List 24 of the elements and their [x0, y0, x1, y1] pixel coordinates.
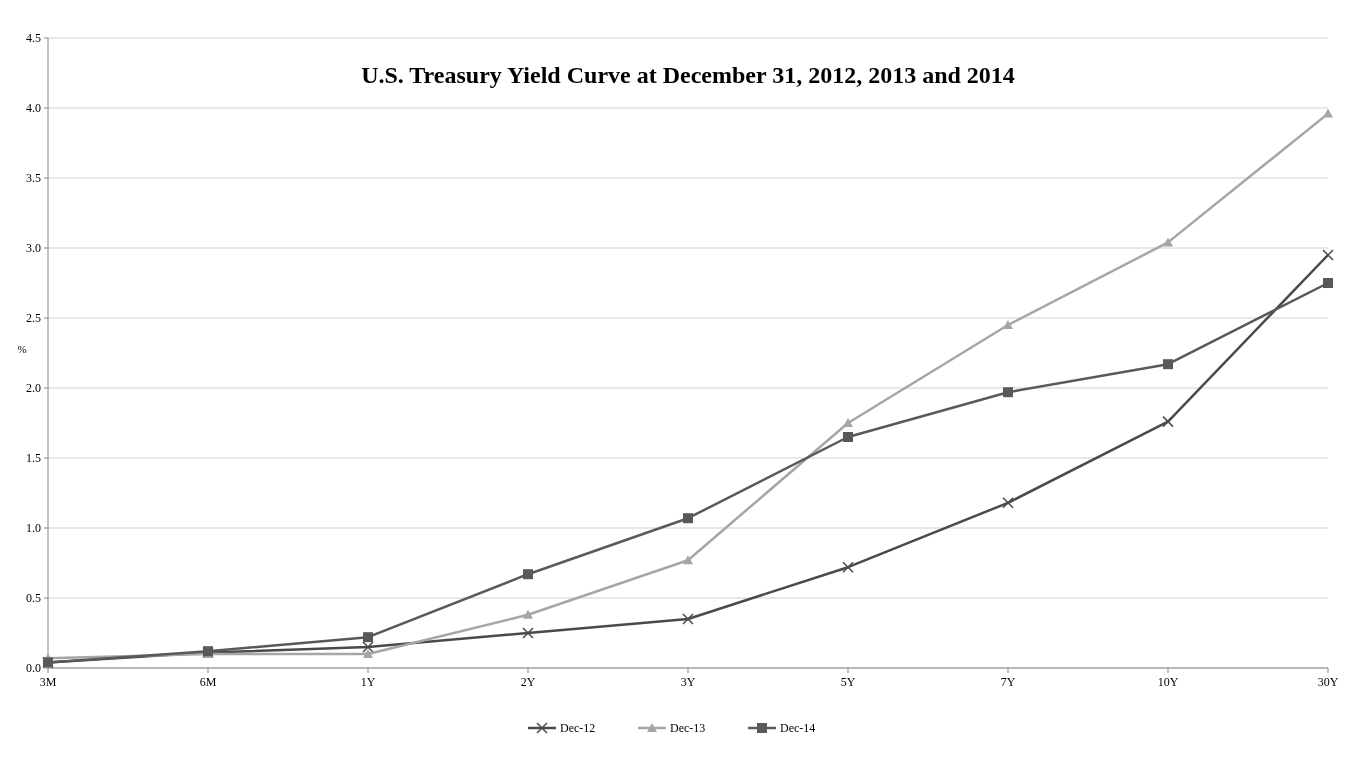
text: U.S. Treasury Yield Curve at December 31, 2012, 2013 and 2014: [361, 62, 1015, 88]
x-tick-label: 7Y: [1000, 675, 1016, 689]
x-tick-label: 6M: [199, 675, 217, 689]
y-tick-label: 1.5: [26, 451, 41, 466]
x-tick-label: 3Y: [680, 675, 696, 689]
x-tick-label: 3M: [39, 675, 57, 689]
y-tick-label: 2.0: [26, 381, 41, 396]
y-tick-label: 4.5: [26, 31, 41, 46]
y-tick-label: 4.0: [26, 101, 41, 116]
y-axis-title: %: [17, 343, 27, 355]
legend-label: Dec-14: [780, 721, 816, 736]
y-tick-label: 0.5: [26, 591, 41, 606]
x-tick-label: 5Y: [840, 675, 856, 689]
y-tick-label: 3.5: [26, 171, 41, 186]
x-tick-label: 1Y: [360, 675, 376, 689]
y-tick-label: 2.5: [26, 311, 41, 326]
x-tick-label: 2Y: [520, 675, 536, 689]
legend-label: Dec-13: [670, 721, 706, 736]
legend-label: Dec-12: [560, 721, 596, 736]
y-tick-label: 3.0: [26, 241, 41, 256]
x-tick-label: 10Y: [1157, 675, 1179, 689]
y-tick-label: 1.0: [26, 521, 41, 536]
y-tick-label: 0.0: [26, 661, 41, 676]
x-tick-label: 30Y: [1317, 675, 1339, 689]
